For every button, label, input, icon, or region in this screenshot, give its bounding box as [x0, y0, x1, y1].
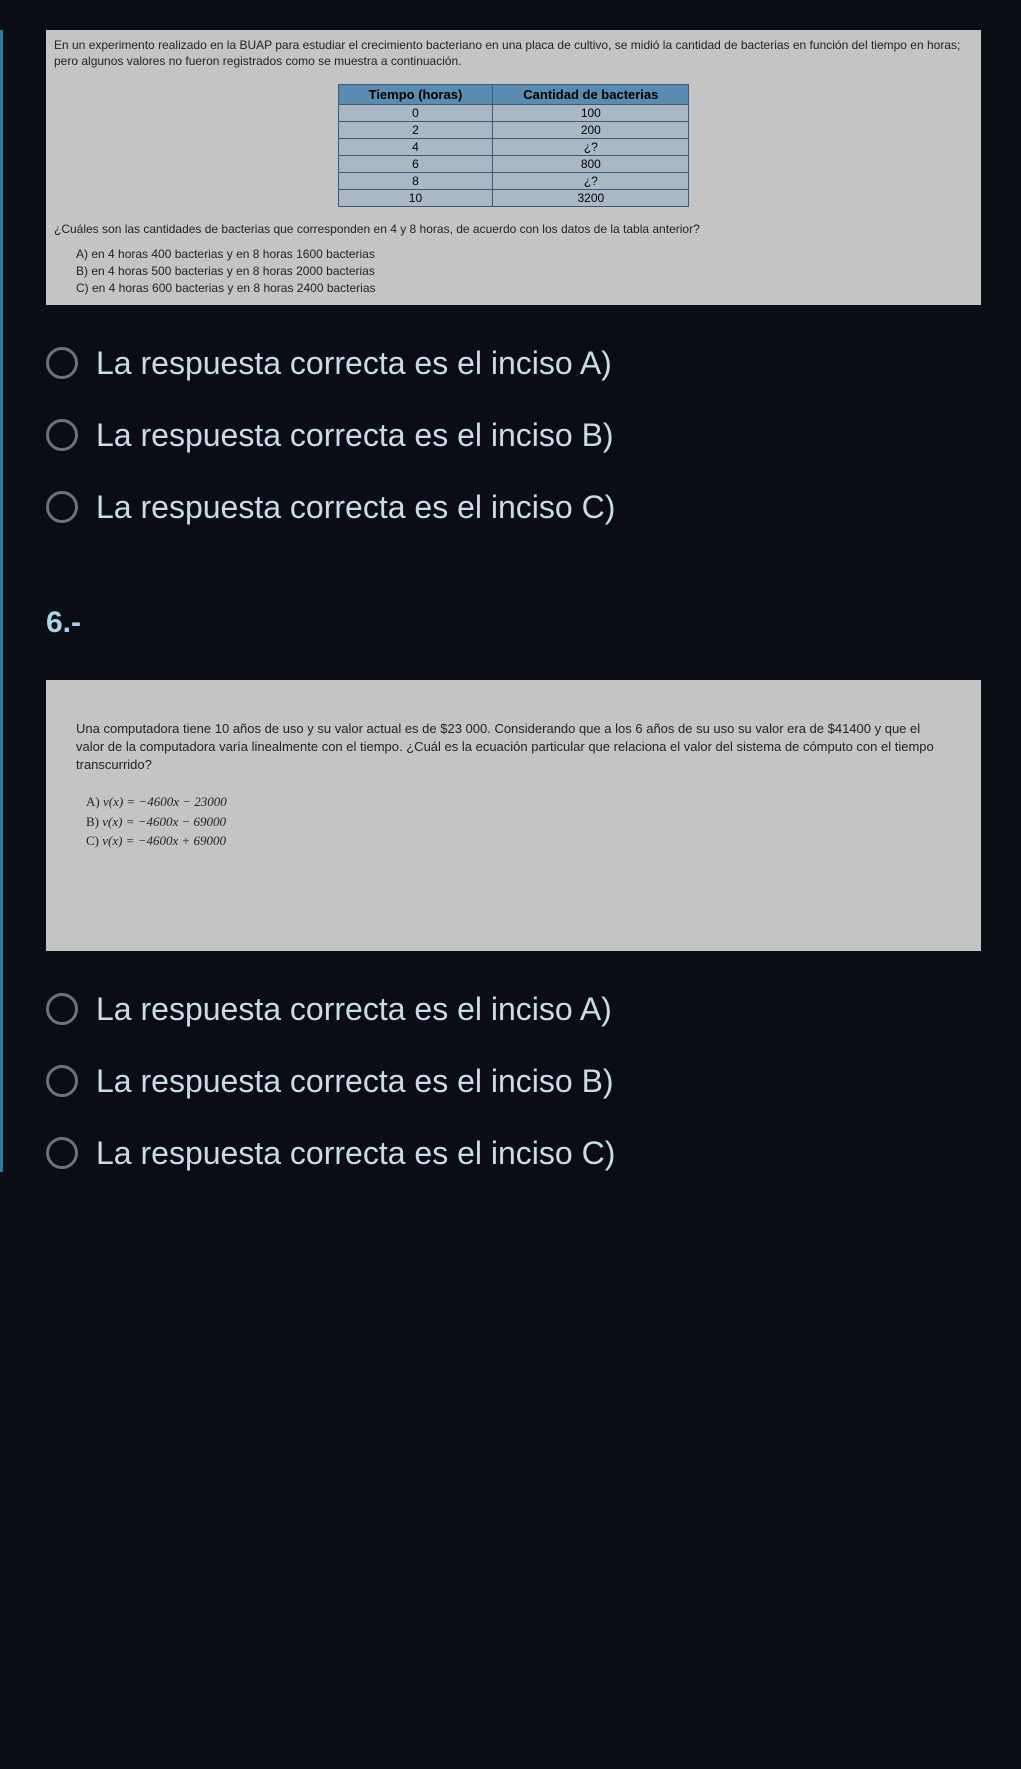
q6-opt-b: B) v(x) = −4600x − 69000	[86, 812, 951, 832]
q5-answer-a-label: La respuesta correcta es el inciso A)	[96, 345, 612, 382]
q6-answer-a-label: La respuesta correcta es el inciso A)	[96, 991, 612, 1028]
q6-answer-b-label: La respuesta correcta es el inciso B)	[96, 1063, 614, 1100]
radio-icon[interactable]	[46, 993, 78, 1025]
radio-icon[interactable]	[46, 491, 78, 523]
q6-text: Una computadora tiene 10 años de uso y s…	[76, 720, 951, 775]
table-row: 2200	[338, 122, 689, 139]
q6-answer-a[interactable]: La respuesta correcta es el inciso A)	[46, 991, 981, 1028]
q5-internal-options: A) en 4 horas 400 bacterias y en 8 horas…	[76, 246, 973, 296]
radio-icon[interactable]	[46, 419, 78, 451]
radio-icon[interactable]	[46, 347, 78, 379]
q6-answer-b[interactable]: La respuesta correcta es el inciso B)	[46, 1063, 981, 1100]
q6-answer-c[interactable]: La respuesta correcta es el inciso C)	[46, 1135, 981, 1172]
table-row: 0100	[338, 105, 689, 122]
q5-answer-b[interactable]: La respuesta correcta es el inciso B)	[46, 417, 981, 454]
q5-data-table: Tiempo (horas) Cantidad de bacterias 010…	[338, 84, 690, 207]
radio-icon[interactable]	[46, 1137, 78, 1169]
radio-icon[interactable]	[46, 1065, 78, 1097]
table-header-bacteria: Cantidad de bacterias	[493, 85, 689, 105]
q6-answer-c-label: La respuesta correcta es el inciso C)	[96, 1135, 615, 1172]
q5-opt-a: A) en 4 horas 400 bacterias y en 8 horas…	[76, 246, 973, 263]
table-row: 103200	[338, 190, 689, 207]
q5-intro-text: En un experimento realizado en la BUAP p…	[54, 38, 973, 69]
question5-box: En un experimento realizado en la BUAP p…	[46, 30, 981, 305]
table-row: 6800	[338, 156, 689, 173]
q6-opt-a: A) v(x) = −4600x − 23000	[86, 792, 951, 812]
q5-opt-b: B) en 4 horas 500 bacterias y en 8 horas…	[76, 263, 973, 280]
q5-question-text: ¿Cuáles son las cantidades de bacterias …	[54, 222, 973, 236]
question6-box: Una computadora tiene 10 años de uso y s…	[46, 680, 981, 951]
q5-answer-c-label: La respuesta correcta es el inciso C)	[96, 489, 615, 526]
q5-answer-b-label: La respuesta correcta es el inciso B)	[96, 417, 614, 454]
table-header-time: Tiempo (horas)	[338, 85, 493, 105]
q6-opt-c: C) v(x) = −4600x + 69000	[86, 831, 951, 851]
q5-opt-c: C) en 4 horas 600 bacterias y en 8 horas…	[76, 280, 973, 297]
q6-internal-options: A) v(x) = −4600x − 23000 B) v(x) = −4600…	[86, 792, 951, 851]
table-row: 8¿?	[338, 173, 689, 190]
q5-answer-group: La respuesta correcta es el inciso A) La…	[46, 345, 981, 526]
q5-answer-a[interactable]: La respuesta correcta es el inciso A)	[46, 345, 981, 382]
question-6-number: 6.-	[46, 606, 981, 640]
q6-answer-group: La respuesta correcta es el inciso A) La…	[46, 991, 981, 1172]
q5-answer-c[interactable]: La respuesta correcta es el inciso C)	[46, 489, 981, 526]
table-row: 4¿?	[338, 139, 689, 156]
